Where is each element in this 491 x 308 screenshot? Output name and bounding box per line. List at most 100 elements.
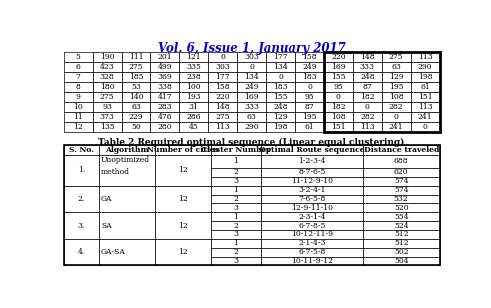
Bar: [363, 168, 439, 177]
Text: 328: 328: [100, 73, 114, 81]
Bar: [155, 145, 211, 155]
Text: 10-12-11-9: 10-12-11-9: [291, 230, 333, 238]
Bar: [266, 112, 295, 122]
Bar: [211, 257, 261, 265]
Bar: [99, 155, 155, 186]
Bar: [266, 82, 295, 92]
Text: 249: 249: [245, 83, 259, 91]
Text: 185: 185: [129, 73, 143, 81]
Text: 554: 554: [394, 213, 409, 221]
Bar: [324, 122, 353, 132]
Bar: [266, 62, 295, 72]
Bar: [93, 112, 122, 122]
Bar: [93, 92, 122, 102]
Text: 158: 158: [216, 83, 230, 91]
Text: 520: 520: [394, 204, 409, 212]
Text: 2: 2: [234, 195, 239, 203]
Bar: [211, 248, 261, 257]
Text: 229: 229: [129, 113, 143, 121]
Bar: [64, 186, 99, 212]
Bar: [382, 52, 410, 62]
Text: GA: GA: [101, 195, 112, 203]
Text: 158: 158: [302, 53, 317, 61]
Text: 9: 9: [76, 93, 81, 101]
Text: 504: 504: [394, 257, 409, 265]
Bar: [261, 257, 363, 265]
Text: 195: 195: [302, 113, 317, 121]
Bar: [295, 52, 324, 62]
Text: 6-7-5-8: 6-7-5-8: [299, 248, 326, 256]
Bar: [363, 239, 439, 248]
Text: 241: 241: [418, 113, 433, 121]
Bar: [410, 112, 439, 122]
Bar: [99, 186, 155, 212]
Text: 151: 151: [418, 93, 433, 101]
Text: 10-11-9-12: 10-11-9-12: [291, 257, 333, 265]
Bar: [237, 52, 266, 62]
Text: 333: 333: [244, 103, 259, 111]
Text: 134: 134: [273, 63, 288, 71]
Text: 0: 0: [394, 113, 399, 121]
Bar: [64, 145, 439, 265]
Text: 275: 275: [129, 63, 143, 71]
Text: 148: 148: [216, 103, 230, 111]
Text: 1: 1: [234, 186, 239, 194]
Bar: [64, 72, 93, 82]
Text: 2-1-4-3: 2-1-4-3: [299, 239, 326, 247]
Text: 3: 3: [234, 177, 239, 185]
Bar: [179, 112, 208, 122]
Text: 12: 12: [178, 195, 188, 203]
Text: 7: 7: [76, 73, 81, 81]
Text: 1: 1: [234, 157, 239, 165]
Text: 111: 111: [129, 53, 143, 61]
Bar: [353, 62, 382, 72]
Bar: [150, 112, 179, 122]
Bar: [266, 52, 295, 62]
Bar: [363, 221, 439, 230]
Text: 50: 50: [131, 124, 141, 132]
Text: Optimal Route sequence: Optimal Route sequence: [259, 146, 365, 154]
Text: Vol. 6, Issue 1, January 2017: Vol. 6, Issue 1, January 2017: [158, 42, 346, 55]
Text: 198: 198: [418, 73, 433, 81]
Text: 1: 1: [234, 213, 239, 221]
Bar: [93, 52, 122, 62]
Text: 113: 113: [360, 124, 375, 132]
Bar: [93, 72, 122, 82]
Text: 183: 183: [302, 73, 317, 81]
Bar: [150, 122, 179, 132]
Bar: [324, 62, 353, 72]
Text: 303: 303: [244, 53, 259, 61]
Bar: [64, 52, 93, 62]
Text: 12: 12: [73, 124, 83, 132]
Bar: [211, 221, 261, 230]
Bar: [211, 155, 261, 168]
Bar: [382, 102, 410, 112]
Text: 183: 183: [273, 83, 288, 91]
Bar: [179, 122, 208, 132]
Bar: [150, 92, 179, 102]
Bar: [93, 102, 122, 112]
Bar: [99, 212, 155, 239]
Bar: [353, 52, 382, 62]
Text: 2-3-1-4: 2-3-1-4: [299, 213, 326, 221]
Text: 283: 283: [158, 103, 172, 111]
Bar: [99, 145, 155, 155]
Bar: [353, 112, 382, 122]
Text: 5: 5: [76, 53, 81, 61]
Text: 113: 113: [216, 124, 230, 132]
Text: 177: 177: [216, 73, 230, 81]
Bar: [261, 155, 363, 168]
Text: 275: 275: [100, 93, 114, 101]
Text: 31: 31: [189, 103, 199, 111]
Text: 290: 290: [245, 124, 259, 132]
Text: 151: 151: [331, 124, 346, 132]
Bar: [295, 72, 324, 82]
Text: 3: 3: [234, 204, 239, 212]
Text: Number of cities: Number of cities: [147, 146, 219, 154]
Text: 61: 61: [420, 83, 430, 91]
Bar: [324, 72, 353, 82]
Text: 100: 100: [187, 83, 201, 91]
Bar: [208, 72, 237, 82]
Text: 524: 524: [394, 222, 409, 229]
Text: 12-9-11-10: 12-9-11-10: [291, 204, 333, 212]
